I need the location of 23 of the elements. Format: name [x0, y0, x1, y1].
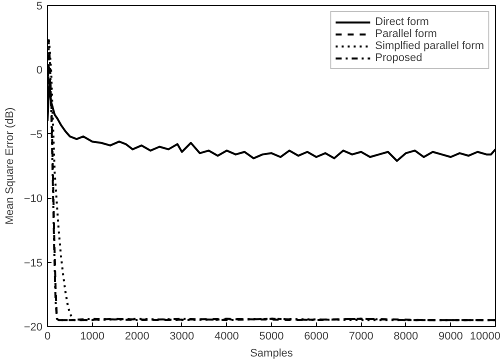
x-tick-label: 0 [44, 330, 51, 342]
y-axis-title: Mean Square Error (dB) [4, 107, 16, 225]
x-tick-label: 5000 [259, 330, 284, 342]
y-tick-label: −5 [30, 128, 43, 141]
x-tick-label: 2000 [124, 330, 150, 342]
x-tick-label: 7000 [348, 330, 374, 342]
x-tick-label: 3000 [170, 330, 194, 342]
x-axis-title: Samples [250, 348, 294, 360]
legend-label: Parallel form [375, 28, 437, 40]
x-tick-label: 6000 [304, 330, 329, 342]
legend-label: Simplfied parallel form [375, 40, 484, 52]
x-tick-label: 10000 [470, 330, 500, 342]
y-tick-label: −15 [24, 257, 43, 270]
legend-label: Direct form [375, 16, 429, 28]
y-tick-label: −10 [24, 193, 43, 206]
x-tick-label: 4000 [214, 330, 239, 342]
x-tick-label: 9000 [438, 330, 463, 342]
y-tick-label: 0 [36, 64, 43, 77]
x-tick-label: 8000 [394, 330, 418, 342]
legend-label: Proposed [375, 52, 422, 64]
y-tick-label: −20 [24, 322, 43, 334]
y-tick-label: 5 [36, 0, 43, 12]
x-tick-label: 1000 [80, 330, 105, 342]
